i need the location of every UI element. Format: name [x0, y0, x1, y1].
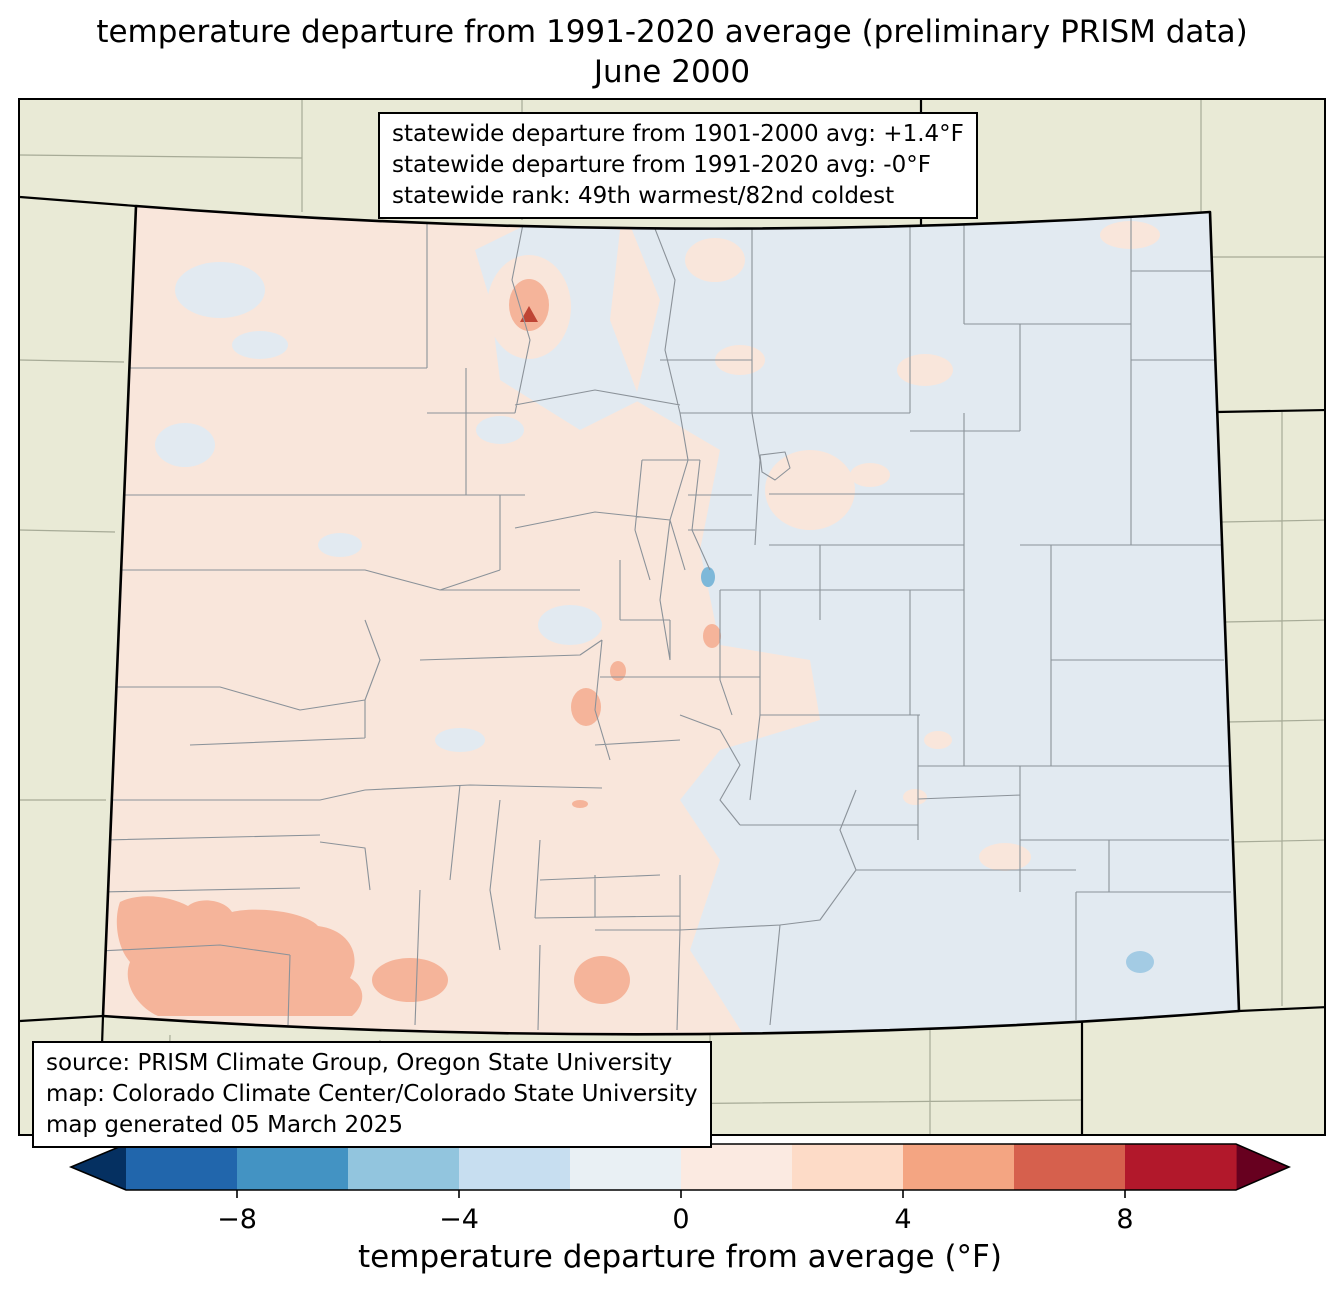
- source-attribution-box: source: PRISM Climate Group, Oregon Stat…: [32, 1041, 712, 1148]
- source-line: source: PRISM Climate Group, Oregon Stat…: [46, 1050, 673, 1076]
- peak-warm-marker: [520, 306, 538, 322]
- svg-text:−4: −4: [439, 1204, 479, 1235]
- colorado-anomaly-map: [20, 100, 1324, 1134]
- generated-date-line: map generated 05 March 2025: [46, 1112, 404, 1138]
- colorbar: −8 −4 0 4 8 temperature departure from avera…: [68, 1143, 1292, 1299]
- title-line-1: temperature departure from 1991-2020 ave…: [96, 14, 1248, 50]
- stat-line-rank: statewide rank: 49th warmest/82nd coldes…: [392, 183, 895, 209]
- svg-text:8: 8: [1116, 1204, 1133, 1235]
- figure-title: temperature departure from 1991-2020 ave…: [0, 12, 1344, 92]
- colorado-interior: [103, 206, 1239, 1035]
- stat-line-1991-2020: statewide departure from 1991-2020 avg: …: [392, 152, 931, 178]
- svg-text:−8: −8: [217, 1204, 257, 1235]
- title-line-2: June 2000: [593, 54, 751, 90]
- svg-text:0: 0: [672, 1204, 689, 1235]
- colorbar-axis-label: temperature departure from average (°F): [358, 1239, 1002, 1275]
- cool-anomaly-regions: [155, 206, 1239, 1035]
- map-credit-line: map: Colorado Climate Center/Colorado St…: [46, 1081, 698, 1107]
- statewide-stats-box: statewide departure from 1901-2000 avg: …: [378, 112, 978, 219]
- colorbar-scale: −8 −4 0 4 8: [68, 1143, 1292, 1235]
- warm-anomaly-patches: [116, 279, 721, 1016]
- colorado-state-border: [101, 204, 1241, 1036]
- warm-patches-in-east: [487, 221, 1160, 871]
- county-borders: [103, 212, 1231, 1031]
- cool-anomaly-spots: [701, 567, 1154, 973]
- svg-text:4: 4: [894, 1204, 911, 1235]
- stat-line-1901-2000: statewide departure from 1901-2000 avg: …: [392, 121, 964, 147]
- map-panel: statewide departure from 1901-2000 avg: …: [18, 98, 1326, 1148]
